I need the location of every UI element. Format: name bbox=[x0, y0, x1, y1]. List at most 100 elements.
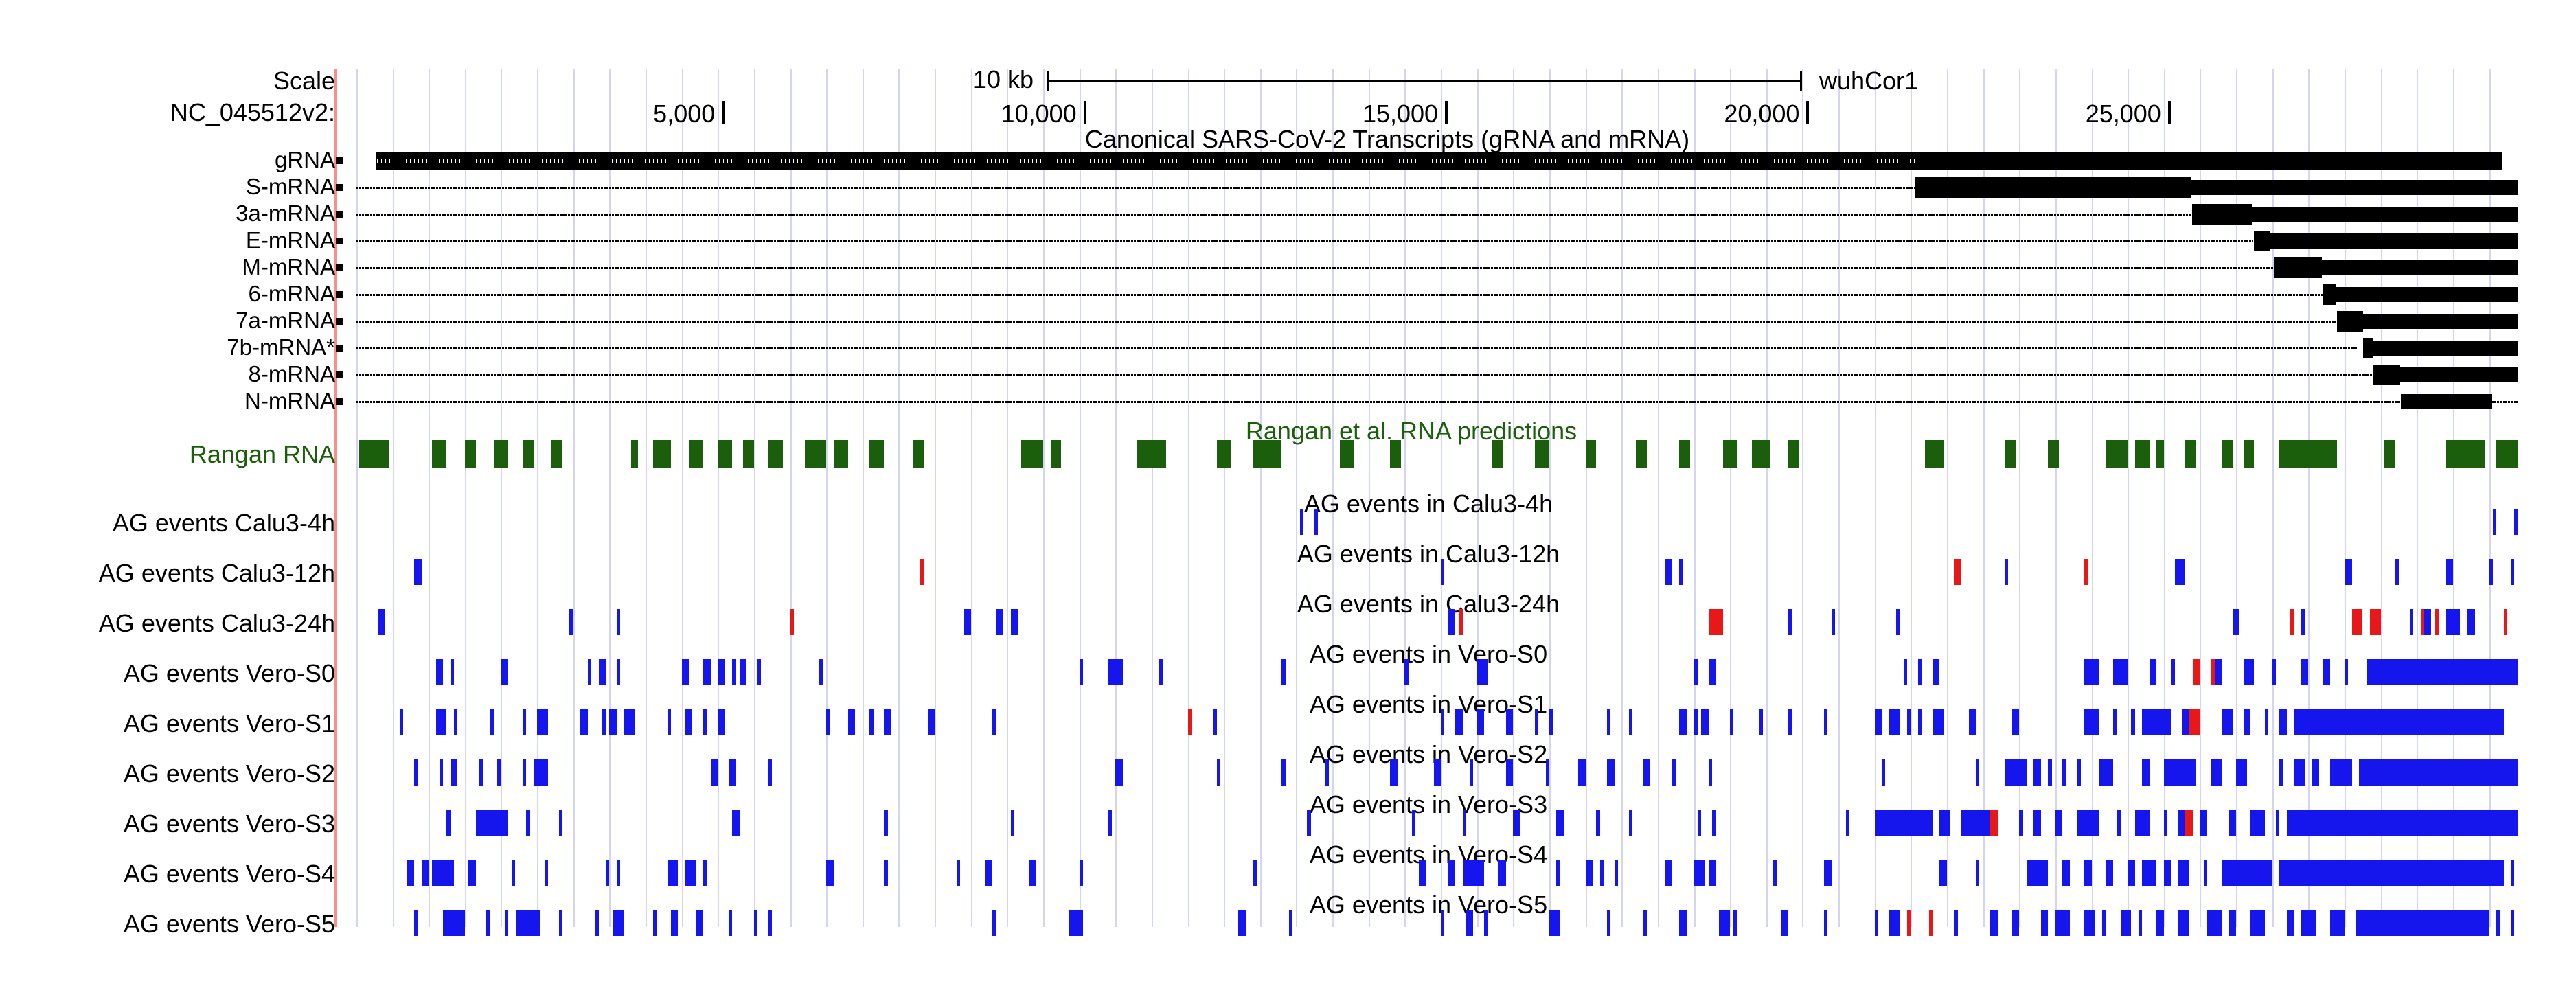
ag-event-block[interactable] bbox=[2084, 659, 2099, 685]
ag-event-block[interactable] bbox=[2178, 910, 2189, 936]
transcript-exon-block[interactable] bbox=[1915, 177, 2191, 198]
transcript-exon-block[interactable] bbox=[2336, 287, 2518, 302]
ag-event-block[interactable] bbox=[1665, 860, 1672, 886]
transcript-label[interactable]: E-mRNA bbox=[246, 228, 335, 253]
ag-event-block[interactable] bbox=[711, 759, 718, 786]
rangan-rna-block[interactable] bbox=[1752, 440, 1770, 468]
ag-event-block[interactable] bbox=[2279, 759, 2283, 786]
ag-event-block[interactable] bbox=[668, 709, 671, 735]
rangan-rna-block[interactable] bbox=[1137, 440, 1166, 468]
ag-event-block[interactable] bbox=[703, 860, 707, 886]
ag-event-block[interactable] bbox=[537, 709, 548, 735]
ag-event-block[interactable] bbox=[2019, 810, 2022, 836]
rangan-rna-block[interactable] bbox=[718, 440, 732, 468]
rangan-rna-block[interactable] bbox=[551, 440, 562, 468]
ag-event-block[interactable] bbox=[1629, 709, 1632, 735]
ag-event-block[interactable] bbox=[848, 709, 856, 735]
rangan-rna-block[interactable] bbox=[494, 440, 508, 468]
ag-event-block[interactable] bbox=[1578, 759, 1586, 786]
rangan-rna-block[interactable] bbox=[805, 440, 827, 468]
ag-event-block[interactable] bbox=[2033, 810, 2041, 836]
ag-event-block[interactable] bbox=[432, 860, 454, 886]
transcript-exon-block[interactable] bbox=[2363, 314, 2518, 329]
ag-event-block-red[interactable] bbox=[2211, 659, 2214, 685]
ag-event-block[interactable] bbox=[2055, 810, 2063, 836]
ag-track-label[interactable]: AG events Vero-S1 bbox=[124, 710, 335, 737]
ag-event-block[interactable] bbox=[826, 709, 830, 735]
ag-event-block[interactable] bbox=[1709, 759, 1712, 786]
ag-event-block[interactable] bbox=[505, 910, 508, 936]
ag-event-block[interactable] bbox=[1011, 810, 1014, 836]
ag-track-label[interactable]: AG events Calu3-4h bbox=[113, 509, 335, 537]
ag-event-block[interactable] bbox=[2200, 810, 2207, 836]
ag-event-block[interactable] bbox=[2131, 709, 2134, 735]
ag-event-block[interactable] bbox=[703, 709, 707, 735]
ag-event-block[interactable] bbox=[1824, 910, 1827, 936]
ag-event-block[interactable] bbox=[1889, 910, 1900, 936]
ag-event-block[interactable] bbox=[526, 810, 529, 836]
ag-event-block-red[interactable] bbox=[2193, 659, 2200, 685]
transcript-exon-block[interactable] bbox=[376, 152, 2502, 170]
ag-event-block[interactable] bbox=[740, 659, 747, 685]
ag-event-block[interactable] bbox=[1011, 609, 1018, 635]
ag-event-block[interactable] bbox=[1719, 910, 1730, 936]
ag-event-block[interactable] bbox=[1586, 860, 1593, 886]
ag-event-block[interactable] bbox=[1788, 609, 1791, 635]
ag-event-block[interactable] bbox=[1253, 860, 1256, 886]
transcript-label[interactable]: 7b-mRNA* bbox=[227, 335, 335, 360]
ag-event-block[interactable] bbox=[414, 759, 418, 786]
ag-event-block[interactable] bbox=[451, 759, 458, 786]
ag-event-block[interactable] bbox=[1108, 810, 1112, 836]
ag-event-block[interactable] bbox=[1535, 709, 1538, 735]
ag-event-block[interactable] bbox=[2367, 659, 2518, 685]
ag-event-block[interactable] bbox=[964, 609, 971, 635]
ag-event-block[interactable] bbox=[2244, 709, 2251, 735]
ag-event-block[interactable] bbox=[2084, 910, 2095, 936]
ag-event-block[interactable] bbox=[2135, 810, 2150, 836]
ag-event-block[interactable] bbox=[1824, 860, 1832, 886]
ag-event-block[interactable] bbox=[2182, 709, 2189, 735]
ag-event-block[interactable] bbox=[992, 910, 996, 936]
ag-event-block[interactable] bbox=[1939, 810, 1950, 836]
ag-event-block[interactable] bbox=[454, 709, 457, 735]
ag-event-block[interactable] bbox=[2514, 509, 2518, 535]
transcript-label[interactable]: S-mRNA bbox=[246, 174, 335, 199]
ag-event-block-red[interactable] bbox=[2185, 810, 2193, 836]
ag-event-block[interactable] bbox=[2102, 910, 2106, 936]
ag-event-block[interactable] bbox=[2084, 860, 2092, 886]
ag-event-block[interactable] bbox=[653, 910, 657, 936]
ag-event-block[interactable] bbox=[1463, 810, 1466, 836]
rangan-rna-block[interactable] bbox=[743, 440, 754, 468]
ag-event-block[interactable] bbox=[1679, 709, 1687, 735]
ag-event-block-red[interactable] bbox=[2290, 609, 2294, 635]
ag-event-block[interactable] bbox=[2033, 759, 2041, 786]
ag-event-block[interactable] bbox=[1672, 759, 1676, 786]
ag-event-block[interactable] bbox=[414, 559, 422, 585]
ag-event-block[interactable] bbox=[624, 709, 635, 735]
ag-event-block[interactable] bbox=[1788, 709, 1791, 735]
rangan-rna-block[interactable] bbox=[1586, 440, 1597, 468]
transcript-exon-block[interactable] bbox=[2270, 233, 2518, 249]
rangan-rna-block[interactable] bbox=[1340, 440, 1354, 468]
ag-event-block[interactable] bbox=[501, 659, 508, 685]
transcript-label[interactable]: M-mRNA bbox=[242, 255, 335, 279]
ag-event-block[interactable] bbox=[1607, 709, 1610, 735]
ag-event-block-red[interactable] bbox=[1188, 709, 1192, 735]
ag-event-block[interactable] bbox=[826, 860, 834, 886]
ag-event-block[interactable] bbox=[2244, 659, 2255, 685]
rangan-rna-block[interactable] bbox=[2496, 440, 2518, 468]
ag-event-block[interactable] bbox=[1918, 659, 1922, 685]
ag-event-block[interactable] bbox=[414, 910, 418, 936]
ag-event-block[interactable] bbox=[1733, 910, 1737, 936]
transcript-label[interactable]: 7a-mRNA bbox=[236, 308, 335, 333]
ag-event-block[interactable] bbox=[2005, 759, 2027, 786]
ag-event-block[interactable] bbox=[599, 659, 606, 685]
ag-event-block[interactable] bbox=[2041, 910, 2049, 936]
ag-event-block[interactable] bbox=[2511, 559, 2514, 585]
ag-event-block[interactable] bbox=[1419, 860, 1426, 886]
rangan-rna-block[interactable] bbox=[1788, 440, 1799, 468]
ag-event-block[interactable] bbox=[757, 659, 761, 685]
rangan-rna-block[interactable] bbox=[2279, 440, 2337, 468]
rangan-rna-block[interactable] bbox=[1390, 440, 1401, 468]
ag-event-block[interactable] bbox=[2142, 759, 2150, 786]
